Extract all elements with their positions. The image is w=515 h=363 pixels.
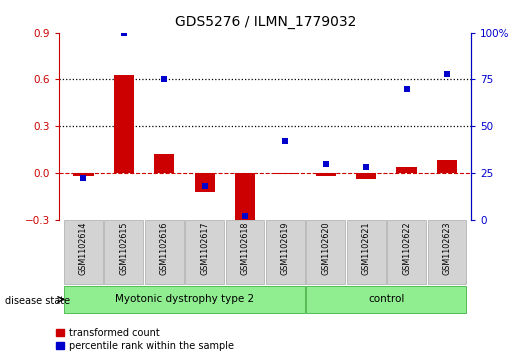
FancyBboxPatch shape (185, 220, 224, 284)
FancyBboxPatch shape (266, 220, 305, 284)
Point (362, 164, 370, 170)
FancyBboxPatch shape (306, 286, 467, 313)
FancyBboxPatch shape (387, 220, 426, 284)
Legend: transformed count, percentile rank within the sample: transformed count, percentile rank withi… (56, 328, 234, 351)
FancyBboxPatch shape (347, 220, 386, 284)
Bar (316, 173, 336, 176)
Point (160, 77, 168, 82)
Point (119, 30, 128, 36)
Bar (437, 160, 457, 173)
Bar (235, 173, 255, 220)
Bar (73, 173, 94, 176)
Text: Myotonic dystrophy type 2: Myotonic dystrophy type 2 (115, 294, 254, 305)
Text: GSM1102620: GSM1102620 (321, 221, 330, 275)
FancyBboxPatch shape (105, 220, 143, 284)
FancyBboxPatch shape (226, 220, 264, 284)
Point (200, 183, 209, 189)
Text: disease state: disease state (5, 295, 70, 306)
Title: GDS5276 / ILMN_1779032: GDS5276 / ILMN_1779032 (175, 15, 356, 29)
Point (281, 138, 289, 144)
Text: GSM1102616: GSM1102616 (160, 221, 169, 275)
Text: GSM1102617: GSM1102617 (200, 221, 209, 275)
Text: GSM1102614: GSM1102614 (79, 221, 88, 275)
FancyBboxPatch shape (64, 286, 305, 313)
Text: GSM1102615: GSM1102615 (119, 221, 128, 275)
Bar (276, 173, 296, 175)
Text: control: control (368, 294, 405, 305)
Bar (154, 154, 175, 173)
Text: GSM1102618: GSM1102618 (241, 221, 250, 275)
Bar (114, 75, 134, 173)
Text: GSM1102623: GSM1102623 (442, 221, 452, 275)
FancyBboxPatch shape (306, 220, 345, 284)
FancyBboxPatch shape (427, 220, 467, 284)
Point (241, 213, 249, 219)
Bar (397, 167, 417, 173)
Bar (195, 173, 215, 192)
Point (403, 86, 411, 92)
Text: GSM1102621: GSM1102621 (362, 221, 371, 275)
FancyBboxPatch shape (64, 220, 103, 284)
Bar (356, 173, 376, 179)
Text: GSM1102619: GSM1102619 (281, 221, 290, 275)
FancyBboxPatch shape (145, 220, 184, 284)
Point (443, 71, 451, 77)
Point (322, 160, 330, 166)
Text: GSM1102622: GSM1102622 (402, 221, 411, 275)
Point (79, 176, 88, 182)
